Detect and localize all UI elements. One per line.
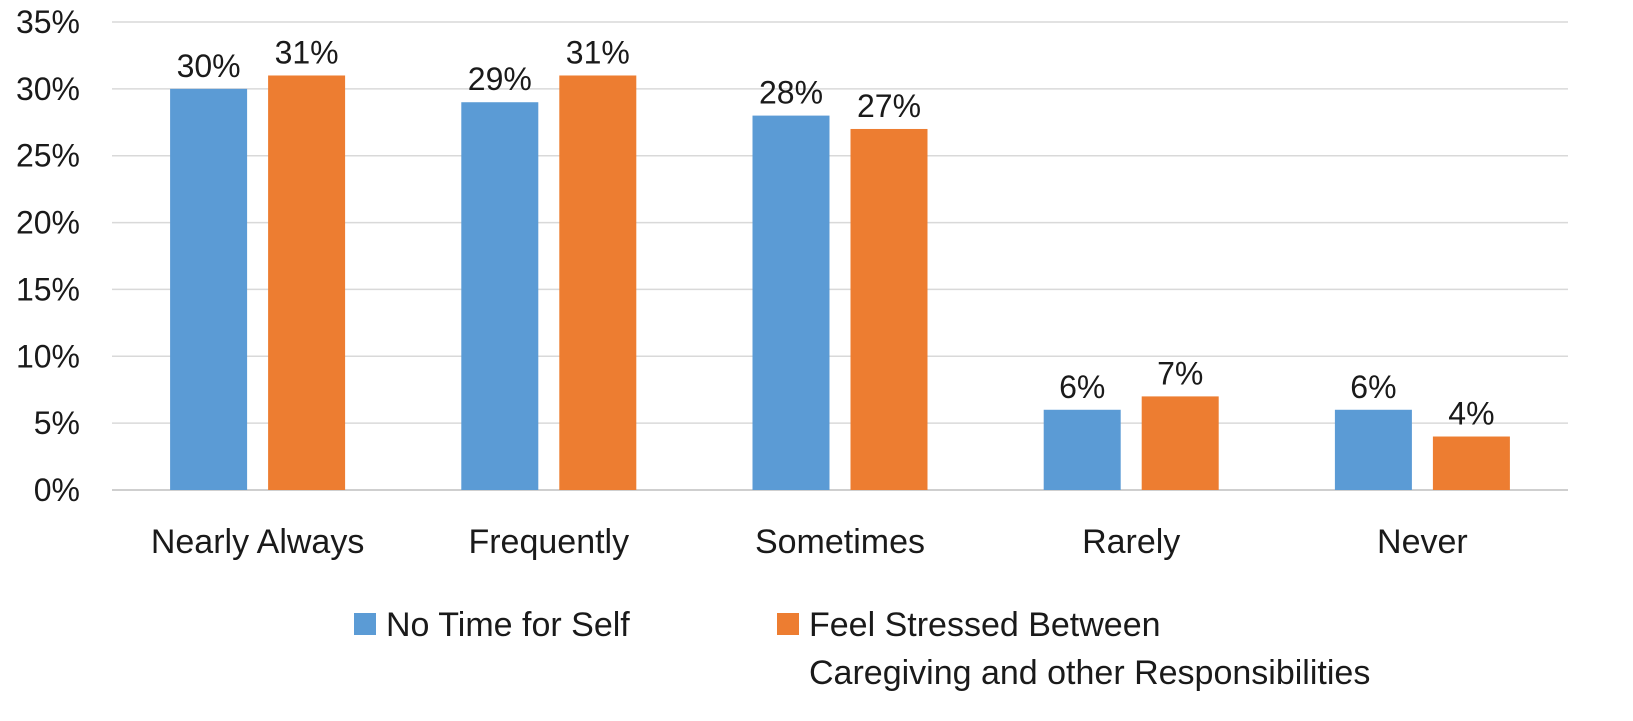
bar-series-1: [1334, 409, 1412, 490]
bar-series-2: [559, 75, 637, 490]
data-label: 29%: [468, 61, 532, 97]
bars: [170, 75, 1510, 490]
legend: No Time for Self Feel Stressed Between Car…: [354, 606, 1370, 692]
category-label: Sometimes: [755, 523, 925, 561]
gridlines: [112, 21, 1568, 491]
legend-label-series-2-line: Caregiving and other Responsibilities: [809, 654, 1370, 692]
y-tick-label: 25%: [16, 138, 80, 174]
y-tick-label: 15%: [16, 271, 80, 307]
bar-series-1: [1043, 409, 1121, 490]
legend-label-series-1: No Time for Self: [386, 606, 630, 644]
category-label: Rarely: [1082, 523, 1180, 561]
bar-series-1: [170, 88, 248, 490]
legend-swatch-series-1: [354, 613, 376, 635]
category-label: Never: [1377, 523, 1468, 561]
x-axis-categories: Nearly Always Frequently Sometimes Rarely Ne…: [151, 523, 1468, 561]
y-tick-label: 20%: [16, 205, 80, 241]
y-tick-label: 0%: [34, 472, 80, 508]
bar-series-2: [850, 128, 928, 490]
data-label: 31%: [566, 34, 630, 70]
data-label: 6%: [1059, 369, 1105, 405]
data-labels: 30% 31% 29% 31% 28% 27% 6% 7% 6% 4%: [177, 34, 1495, 431]
data-label: 6%: [1350, 369, 1396, 405]
bar-series-1: [461, 102, 539, 490]
data-label: 7%: [1157, 355, 1203, 391]
data-label: 31%: [275, 34, 339, 70]
bar-series-2: [268, 75, 346, 490]
y-tick-label: 5%: [34, 405, 80, 441]
y-tick-label: 10%: [16, 338, 80, 374]
data-label: 30%: [177, 48, 241, 84]
data-label: 28%: [759, 75, 823, 111]
bar-series-2: [1432, 436, 1510, 490]
y-tick-label: 30%: [16, 71, 80, 107]
y-axis-ticks: 0% 5% 10% 15% 20% 25% 30% 35%: [16, 4, 80, 508]
data-label: 4%: [1448, 396, 1494, 432]
bar-series-1: [752, 115, 830, 490]
category-label: Frequently: [468, 523, 629, 561]
bar-series-2: [1141, 396, 1219, 490]
data-label: 27%: [857, 88, 921, 124]
y-tick-label: 35%: [16, 4, 80, 40]
legend-label-series-2-line: Feel Stressed Between: [809, 606, 1161, 644]
category-label: Nearly Always: [151, 523, 365, 561]
legend-swatch-series-2: [777, 613, 799, 635]
